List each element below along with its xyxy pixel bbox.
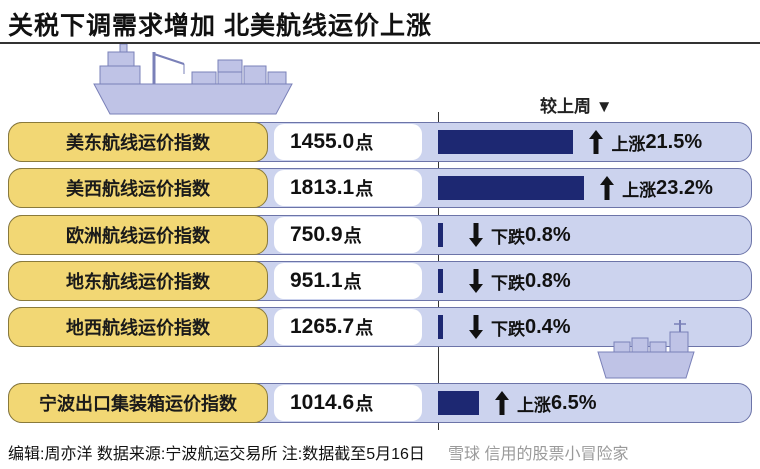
- change-percent: 6.5%: [550, 391, 597, 414]
- index-value-unit: 点: [355, 318, 374, 338]
- change-percent: 0.8%: [525, 269, 571, 292]
- index-name-label: 宁波出口集装箱运价指数: [8, 383, 268, 423]
- index-value-number: 1265.7: [290, 315, 355, 338]
- index-value: 951.1 点: [274, 263, 422, 299]
- change-bar: [438, 315, 443, 339]
- index-value-unit: 点: [343, 272, 362, 292]
- change-label: 下跌 0.8%: [469, 215, 571, 255]
- index-name-label: 美西航线运价指数: [8, 168, 268, 208]
- index-value-unit: 点: [355, 394, 374, 414]
- change-direction-word: 下跌: [491, 273, 526, 293]
- index-row: 欧洲航线运价指数 750.9 点下跌 0.8%: [8, 215, 752, 255]
- arrow-up-icon: [589, 130, 604, 154]
- change-percent: 0.8%: [525, 223, 571, 246]
- change-label: 上涨 21.5%: [589, 122, 702, 162]
- index-value: 1813.1 点: [274, 170, 422, 206]
- index-value-number: 1813.1: [290, 176, 355, 199]
- change-label: 下跌 0.4%: [469, 307, 571, 347]
- index-row: 地西航线运价指数 1265.7 点下跌 0.4%: [8, 307, 752, 347]
- index-name-label: 地西航线运价指数: [8, 307, 268, 347]
- index-value-unit: 点: [355, 179, 374, 199]
- index-row: 美东航线运价指数 1455.0 点上涨 21.5%: [8, 122, 752, 162]
- change-bar: [438, 130, 574, 154]
- change-direction-word: 下跌: [491, 227, 526, 247]
- index-value-unit: 点: [355, 133, 374, 153]
- change-percent: 21.5%: [645, 130, 703, 153]
- index-name-label: 美东航线运价指数: [8, 122, 268, 162]
- arrow-down-icon: [469, 269, 484, 293]
- index-name-label: 欧洲航线运价指数: [8, 215, 268, 255]
- source-note: 编辑:周亦洋 数据来源:宁波航运交易所 注:数据截至5月16日: [8, 446, 425, 463]
- change-direction-word: 上涨: [622, 180, 657, 200]
- cargo-ship-icon: [597, 320, 695, 379]
- index-value-unit: 点: [343, 226, 362, 246]
- index-value-number: 1455.0: [290, 130, 355, 153]
- change-label: 下跌 0.8%: [469, 261, 571, 301]
- change-label: 上涨 6.5%: [494, 383, 597, 423]
- change-bar: [438, 176, 585, 200]
- index-row: 美西航线运价指数 1813.1 点上涨 23.2%: [8, 168, 752, 208]
- index-value: 1265.7 点: [274, 309, 422, 345]
- title-divider: [0, 42, 760, 44]
- change-bar: [438, 223, 444, 247]
- arrow-up-icon: [494, 391, 509, 415]
- index-value: 750.9 点: [274, 217, 422, 253]
- index-row: 宁波出口集装箱运价指数 1014.6 点上涨 6.5%: [8, 383, 752, 423]
- change-percent: 23.2%: [656, 176, 713, 199]
- index-value: 1014.6 点: [274, 385, 422, 421]
- watermark: 雪球 信用的股票小冒险家: [448, 446, 629, 463]
- arrow-down-icon: [469, 315, 483, 339]
- change-direction-word: 上涨: [611, 134, 646, 154]
- change-bar: [438, 269, 444, 293]
- change-direction-word: 上涨: [516, 395, 551, 415]
- index-row: 地东航线运价指数 951.1 点下跌 0.8%: [8, 261, 752, 301]
- change-bar: [438, 391, 479, 415]
- index-value-number: 951.1: [290, 269, 343, 292]
- cargo-ship-icon: [93, 44, 293, 115]
- index-value: 1455.0 点: [274, 124, 422, 160]
- chart-title: 关税下调需求增加 北美航线运价上涨: [8, 12, 432, 40]
- index-name-label: 地东航线运价指数: [8, 261, 268, 301]
- change-label: 上涨 23.2%: [600, 168, 713, 208]
- compare-header: 较上周 ▼: [540, 97, 613, 116]
- index-value-number: 750.9: [290, 223, 343, 246]
- change-percent: 0.4%: [525, 315, 571, 338]
- arrow-up-icon: [600, 176, 615, 200]
- index-value-number: 1014.6: [290, 391, 355, 414]
- arrow-down-icon: [469, 223, 484, 247]
- change-direction-word: 下跌: [491, 319, 525, 339]
